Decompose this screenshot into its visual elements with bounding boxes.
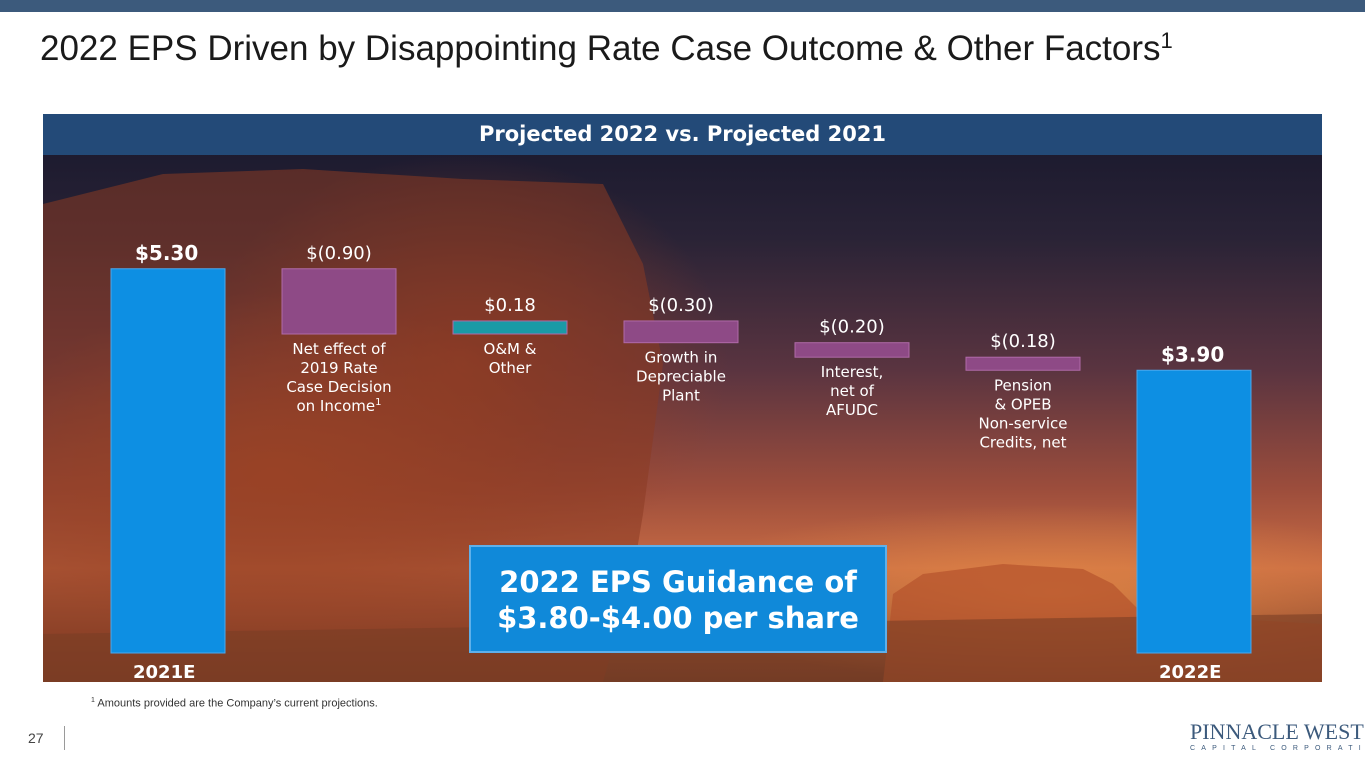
logo-subtitle: CAPITAL CORPORATION <box>1190 745 1365 752</box>
bar-value-label: $(0.18) <box>990 331 1056 352</box>
footnote: 1 Amounts provided are the Company’s cur… <box>91 697 378 710</box>
category-label-superscript: 1 <box>375 397 381 408</box>
page-divider <box>64 726 65 750</box>
footnote-text: Amounts provided are the Company’s curre… <box>97 697 378 710</box>
logo-wordmark: PINNACLE WEST <box>1190 719 1364 744</box>
bar-value-label: $3.90 <box>1161 342 1224 366</box>
category-label-line: Non-service <box>978 414 1067 432</box>
footnote-marker: 1 <box>91 697 95 704</box>
slide-title: 2022 EPS Driven by Disappointing Rate Ca… <box>40 28 1173 69</box>
chart-panel: Projected 2022 vs. Projected 2021 $5.30 2… <box>43 114 1322 682</box>
category-label-line: Credits, net <box>979 433 1066 451</box>
guidance-line-1: 2022 EPS Guidance of <box>499 565 857 599</box>
category-label: 2022E <box>1159 662 1221 682</box>
bar-value-label: $(0.30) <box>648 295 714 316</box>
page-number: 27 <box>28 730 44 746</box>
category-label: 2021E <box>133 662 195 682</box>
waterfall-bar <box>110 268 226 654</box>
bar-value-label: $5.30 <box>135 241 198 265</box>
company-logo: PINNACLE WEST CAPITAL CORPORATION <box>1190 719 1365 754</box>
category-label-line: Case Decision <box>286 378 391 396</box>
guidance-callout: 2022 EPS Guidance of $3.80-$4.00 per sha… <box>469 545 887 653</box>
category-label-line: Net effect of <box>292 340 386 358</box>
waterfall-bar <box>623 320 739 344</box>
category-label-line: Interest, <box>821 363 884 381</box>
category-label-line: Depreciable <box>636 368 726 386</box>
waterfall-bar <box>452 320 568 335</box>
bar-value-label: $0.18 <box>484 295 536 316</box>
category-label-line: on Income1 <box>296 397 381 415</box>
title-footnote-marker: 1 <box>1160 28 1173 53</box>
guidance-line-2: $3.80-$4.00 per share <box>497 601 859 635</box>
slide-title-text: 2022 EPS Driven by Disappointing Rate Ca… <box>40 29 1161 68</box>
category-label-line: Other <box>489 359 532 377</box>
top-accent-bar <box>0 0 1365 12</box>
category-label-line: & OPEB <box>994 395 1051 413</box>
category-label-line: Pension <box>994 376 1052 394</box>
waterfall-bar <box>965 356 1081 371</box>
bar-value-label: $(0.20) <box>819 317 885 338</box>
category-label-line: 2019 Rate <box>300 359 377 377</box>
waterfall-bar <box>1136 369 1252 654</box>
panel-header: Projected 2022 vs. Projected 2021 <box>43 114 1322 155</box>
bar-value-label: $(0.90) <box>306 243 372 264</box>
category-label-line: Plant <box>662 387 700 405</box>
waterfall-bar <box>794 342 910 358</box>
category-label-line: O&M & <box>484 340 537 358</box>
category-label-line: AFUDC <box>826 401 878 419</box>
waterfall-bar <box>281 268 397 335</box>
category-label-line: Growth in <box>645 349 718 367</box>
category-label-line: net of <box>830 382 875 400</box>
